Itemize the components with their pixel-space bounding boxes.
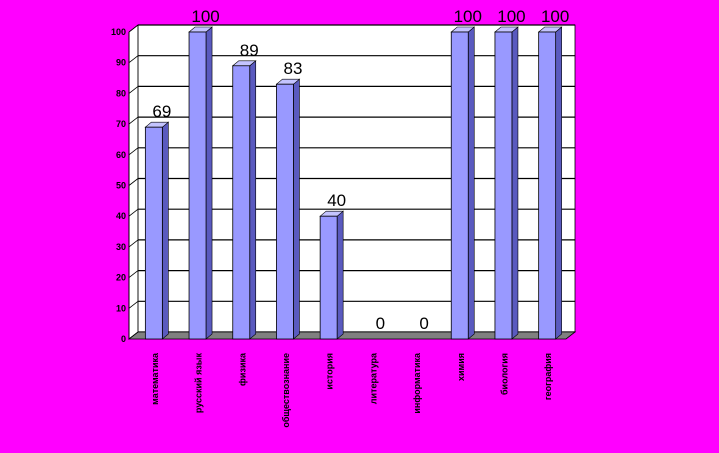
- data-label: 69: [152, 102, 171, 121]
- y-tick-label: 20: [116, 273, 126, 283]
- category-label: география: [543, 353, 553, 400]
- gridline-side: [128, 55, 139, 64]
- data-label: 100: [497, 7, 525, 26]
- gridline-side: [128, 208, 139, 217]
- gridline-side: [128, 147, 139, 156]
- bar: [188, 26, 213, 340]
- bar: [319, 210, 344, 340]
- gridline-side: [128, 178, 139, 186]
- data-label: 0: [376, 314, 385, 333]
- bar-side: [511, 26, 519, 340]
- category-labels: математика русский язык физика обществознан…: [150, 352, 553, 428]
- gridline-side: [128, 116, 139, 125]
- bar-side: [555, 26, 562, 340]
- bar: [537, 26, 563, 340]
- y-tick-label: 60: [116, 150, 126, 160]
- gridline-side: [128, 270, 139, 278]
- gridline-side: [128, 24, 139, 33]
- y-tick-label: 40: [116, 211, 126, 221]
- data-labels: 69 100 89 83 40 0 0 100 100 100: [152, 7, 569, 333]
- y-axis: 0 10 20 30 40 50 60 70 80 90 100: [111, 27, 130, 344]
- bar-front: [188, 31, 207, 340]
- y-tick-label: 30: [116, 242, 126, 252]
- data-label: 100: [541, 7, 569, 26]
- data-label: 100: [454, 7, 482, 26]
- y-tick-label: 70: [116, 119, 126, 129]
- category-label: физика: [237, 352, 247, 386]
- category-label: информатика: [412, 352, 422, 414]
- bar-front: [494, 31, 513, 340]
- bar: [231, 60, 257, 340]
- data-label: 89: [240, 41, 259, 60]
- category-label: история: [325, 353, 335, 390]
- category-label: биология: [499, 353, 509, 395]
- bar-side: [336, 210, 344, 340]
- bar-front: [538, 31, 557, 340]
- category-label: литература: [368, 352, 378, 404]
- bar: [144, 121, 170, 340]
- gridline-side: [128, 300, 139, 309]
- category-label: обществознание: [281, 353, 291, 428]
- y-tick-label: 50: [116, 181, 126, 191]
- bar-side: [293, 78, 300, 340]
- y-tick-label: 80: [116, 88, 126, 98]
- bar-side: [162, 121, 169, 340]
- data-label: 83: [283, 59, 302, 78]
- bar-front: [276, 83, 294, 340]
- y-tick-label: 100: [111, 27, 126, 37]
- y-tick-label: 90: [116, 58, 126, 68]
- data-label: 100: [191, 7, 219, 26]
- bar-side: [205, 26, 213, 340]
- gridline-side: [128, 239, 139, 248]
- bar-front: [319, 215, 338, 340]
- category-label: математика: [150, 352, 160, 405]
- bar-side: [467, 26, 475, 340]
- bar: [450, 26, 476, 340]
- y-tick-label: 0: [121, 334, 126, 344]
- category-label: химия: [456, 353, 466, 381]
- bar: [494, 26, 519, 340]
- category-label: русский язык: [194, 353, 204, 414]
- data-label: 0: [419, 314, 428, 333]
- bar: [275, 78, 301, 340]
- bar-front: [450, 31, 469, 340]
- y-tick-label: 10: [116, 303, 126, 313]
- bar-side: [249, 60, 257, 340]
- gridline-side: [128, 86, 139, 94]
- bar-front: [144, 126, 163, 340]
- bars: [144, 26, 563, 340]
- bar-front: [232, 65, 251, 340]
- data-label: 40: [327, 191, 346, 210]
